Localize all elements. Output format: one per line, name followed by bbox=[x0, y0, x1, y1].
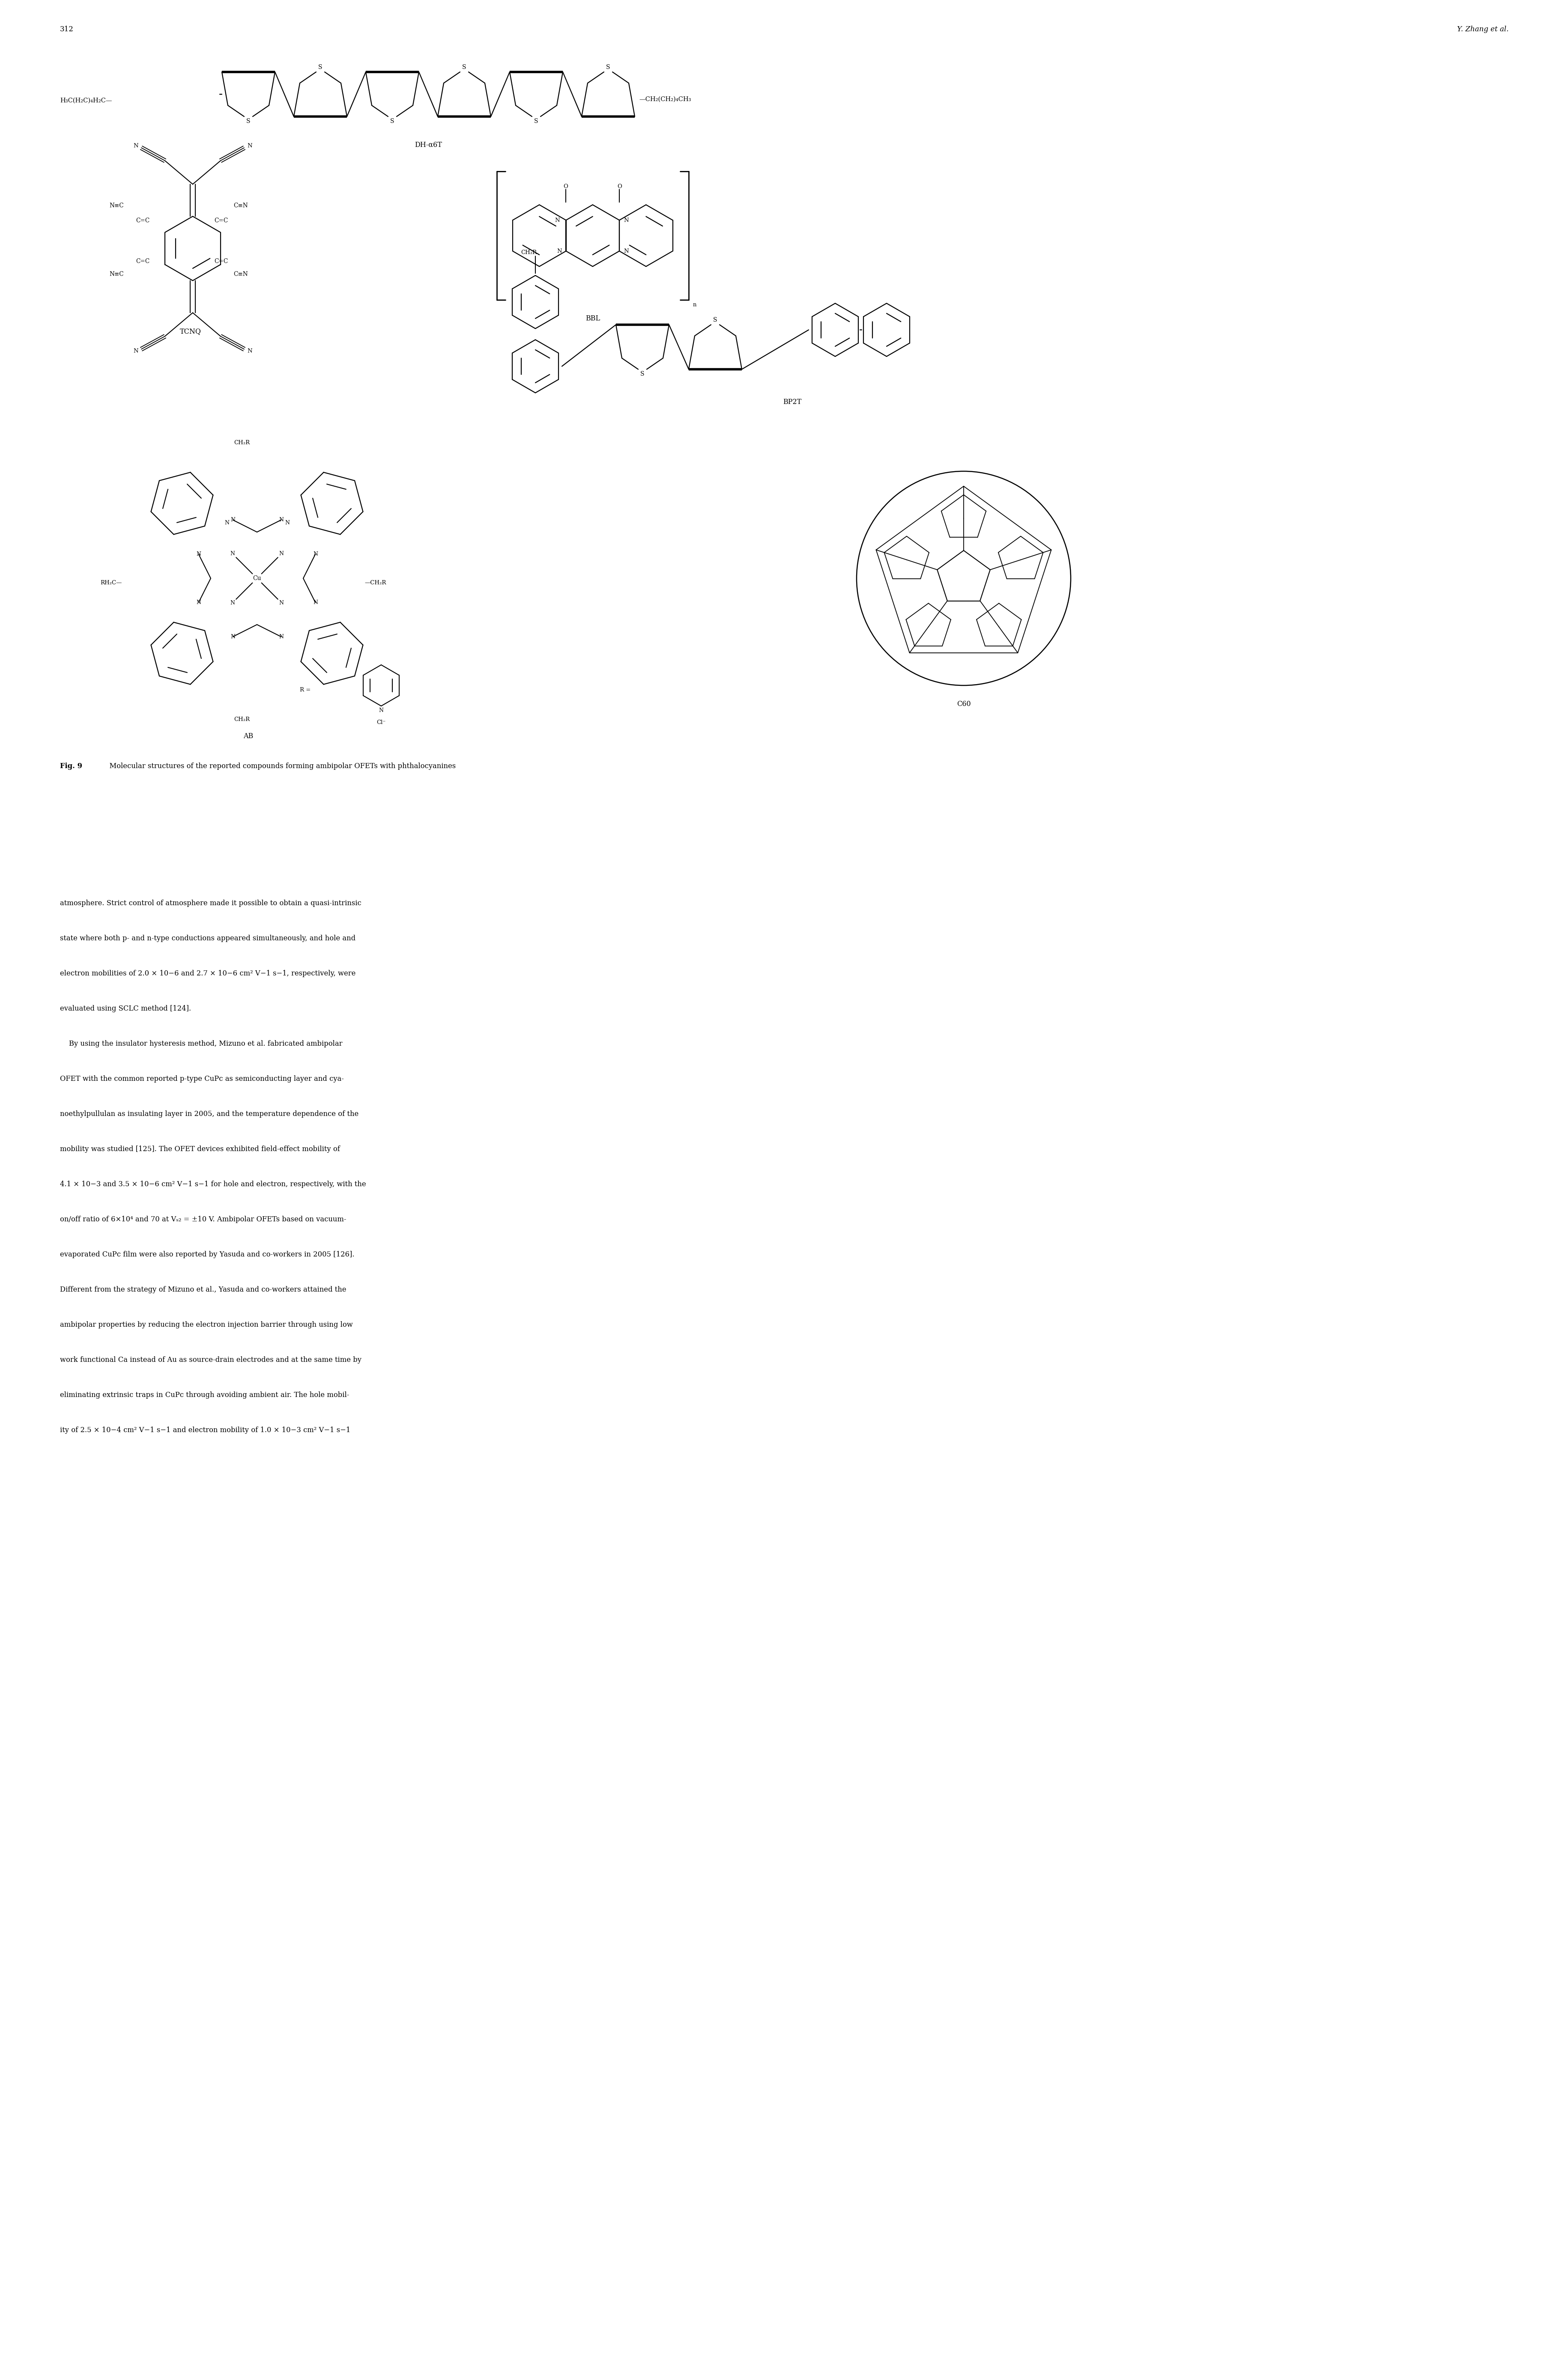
Text: C=C: C=C bbox=[215, 259, 227, 264]
Text: O: O bbox=[616, 183, 621, 190]
Text: N: N bbox=[279, 599, 284, 606]
Text: O: O bbox=[563, 183, 568, 190]
Text: CH₂R: CH₂R bbox=[234, 440, 249, 445]
Text: 312: 312 bbox=[60, 26, 74, 33]
Text: N: N bbox=[624, 216, 629, 224]
Text: N: N bbox=[133, 350, 138, 354]
Text: electron mobilities of 2.0 × 10−6 and 2.7 × 10−6 cm² V−1 s−1, respectively, were: electron mobilities of 2.0 × 10−6 and 2.… bbox=[60, 970, 356, 977]
Text: AB: AB bbox=[243, 732, 254, 740]
Text: 4.1 × 10−3 and 3.5 × 10−6 cm² V−1 s−1 for hole and electron, respectively, with : 4.1 × 10−3 and 3.5 × 10−6 cm² V−1 s−1 fo… bbox=[60, 1179, 365, 1189]
Text: S: S bbox=[246, 119, 251, 124]
Text: C=C: C=C bbox=[136, 219, 151, 224]
Text: Molecular structures of the reported compounds forming ambipolar OFETs with phth: Molecular structures of the reported com… bbox=[105, 763, 456, 770]
Text: N: N bbox=[248, 143, 252, 147]
Text: OFET with the common reported p-type CuPc as semiconducting layer and cya-: OFET with the common reported p-type CuP… bbox=[60, 1075, 343, 1082]
Text: —CH₂(CH₂)₄CH₃: —CH₂(CH₂)₄CH₃ bbox=[638, 97, 691, 102]
Text: noethylpullulan as insulating layer in 2005, and the temperature dependence of t: noethylpullulan as insulating layer in 2… bbox=[60, 1111, 359, 1118]
Text: S: S bbox=[605, 64, 610, 71]
Text: N≡C: N≡C bbox=[110, 202, 124, 209]
Text: N: N bbox=[230, 516, 235, 523]
Text: CH₂R: CH₂R bbox=[521, 250, 536, 254]
Text: S: S bbox=[713, 316, 717, 323]
Text: Cl⁻: Cl⁻ bbox=[376, 721, 386, 725]
Text: C=C: C=C bbox=[136, 259, 151, 264]
Text: C=C: C=C bbox=[215, 219, 227, 224]
Text: state where both p- and n-type conductions appeared simultaneously, and hole and: state where both p- and n-type conductio… bbox=[60, 935, 356, 942]
Text: BBL: BBL bbox=[585, 314, 601, 321]
Text: N: N bbox=[279, 635, 284, 640]
Text: N: N bbox=[285, 521, 290, 526]
Text: N: N bbox=[279, 552, 284, 556]
Text: N: N bbox=[555, 216, 560, 224]
Text: Fig. 9: Fig. 9 bbox=[60, 763, 82, 770]
Text: R =: R = bbox=[299, 687, 310, 692]
Text: N: N bbox=[314, 552, 318, 556]
Text: ambipolar properties by reducing the electron injection barrier through using lo: ambipolar properties by reducing the ele… bbox=[60, 1322, 353, 1329]
Text: N: N bbox=[279, 516, 284, 523]
Text: TCNQ: TCNQ bbox=[180, 328, 201, 335]
Text: N: N bbox=[230, 635, 235, 640]
Text: evaporated CuPc film were also reported by Yasuda and co-workers in 2005 [126].: evaporated CuPc film were also reported … bbox=[60, 1251, 354, 1258]
Text: S: S bbox=[535, 119, 538, 124]
Text: S: S bbox=[318, 64, 323, 71]
Text: N: N bbox=[133, 143, 138, 147]
Text: N: N bbox=[314, 599, 318, 606]
Text: BP2T: BP2T bbox=[782, 400, 801, 407]
Text: mobility was studied [125]. The OFET devices exhibited field-effect mobility of: mobility was studied [125]. The OFET dev… bbox=[60, 1146, 340, 1153]
Text: RH₂C—: RH₂C— bbox=[100, 580, 122, 585]
Text: work functional Ca instead of Au as source-drain electrodes and at the same time: work functional Ca instead of Au as sour… bbox=[60, 1355, 361, 1363]
Text: S: S bbox=[390, 119, 394, 124]
Text: Y. Zhang et al.: Y. Zhang et al. bbox=[1457, 26, 1508, 33]
Text: S: S bbox=[463, 64, 466, 71]
Text: N: N bbox=[624, 247, 629, 254]
Text: By using the insulator hysteresis method, Mizuno et al. fabricated ambipolar: By using the insulator hysteresis method… bbox=[60, 1039, 342, 1046]
Text: DH-α6T: DH-α6T bbox=[414, 140, 442, 150]
Text: evaluated using SCLC method [124].: evaluated using SCLC method [124]. bbox=[60, 1006, 191, 1013]
Text: S: S bbox=[640, 371, 644, 378]
Text: Cu: Cu bbox=[252, 575, 262, 580]
Text: —CH₂R: —CH₂R bbox=[364, 580, 386, 585]
Text: ity of 2.5 × 10−4 cm² V−1 s−1 and electron mobility of 1.0 × 10−3 cm² V−1 s−1: ity of 2.5 × 10−4 cm² V−1 s−1 and electr… bbox=[60, 1427, 350, 1434]
Text: C60: C60 bbox=[956, 702, 971, 709]
Text: N: N bbox=[557, 247, 561, 254]
Text: on/off ratio of 6×10⁴ and 70 at Vₛ₂ = ±10 V. Ambipolar OFETs based on vacuum-: on/off ratio of 6×10⁴ and 70 at Vₛ₂ = ±1… bbox=[60, 1215, 347, 1222]
Text: C≡N: C≡N bbox=[234, 202, 248, 209]
Text: N: N bbox=[196, 552, 201, 556]
Text: eliminating extrinsic traps in CuPc through avoiding ambient air. The hole mobil: eliminating extrinsic traps in CuPc thro… bbox=[60, 1391, 350, 1398]
Text: N: N bbox=[230, 599, 235, 606]
Text: C≡N: C≡N bbox=[234, 271, 248, 278]
Text: N: N bbox=[224, 521, 229, 526]
Text: N≡C: N≡C bbox=[110, 271, 124, 278]
Text: H₃C(H₂C)₄H₂C—: H₃C(H₂C)₄H₂C— bbox=[60, 97, 111, 105]
Text: CH₂R: CH₂R bbox=[234, 716, 249, 723]
Text: Different from the strategy of Mizuno et al., Yasuda and co-workers attained the: Different from the strategy of Mizuno et… bbox=[60, 1286, 347, 1294]
Text: atmosphere. Strict control of atmosphere made it possible to obtain a quasi-intr: atmosphere. Strict control of atmosphere… bbox=[60, 899, 361, 906]
Text: N: N bbox=[379, 709, 384, 713]
Text: N: N bbox=[196, 599, 201, 606]
Text: N: N bbox=[230, 552, 235, 556]
Text: n: n bbox=[693, 302, 696, 307]
Text: N: N bbox=[248, 350, 252, 354]
